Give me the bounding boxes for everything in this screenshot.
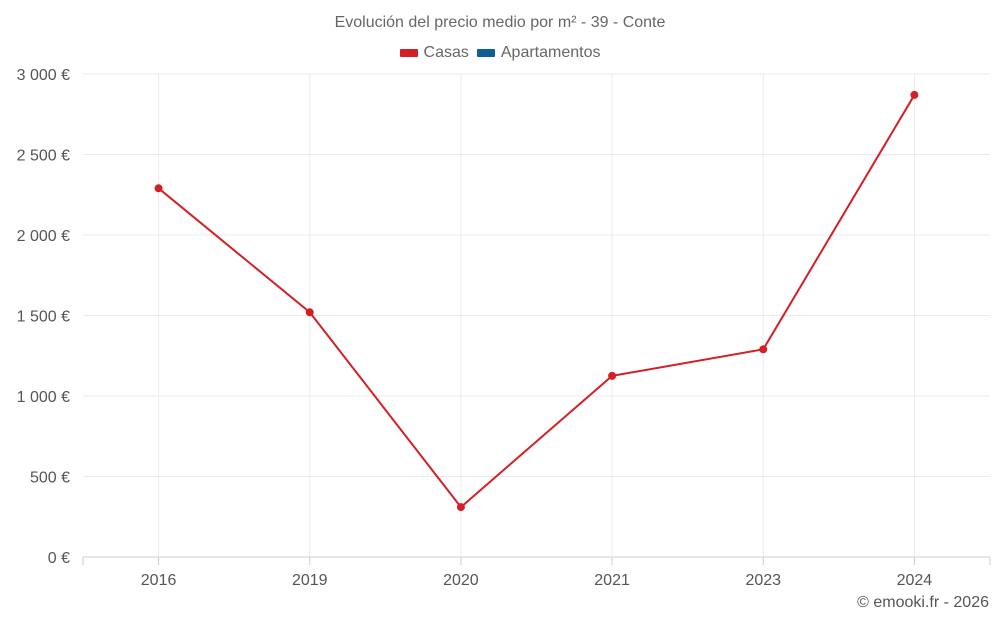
legend-label-casas: Casas bbox=[423, 44, 469, 61]
y-tick-label: 2 500 € bbox=[17, 148, 70, 165]
series-line-casas bbox=[157, 94, 916, 509]
y-tick-label: 3 000 € bbox=[17, 67, 70, 84]
data-point bbox=[759, 345, 768, 354]
legend-label-apartamentos: Apartamentos bbox=[500, 44, 601, 61]
x-tick-label: 2024 bbox=[897, 572, 933, 589]
data-point bbox=[305, 308, 314, 317]
y-tick-label: 1 500 € bbox=[17, 309, 70, 326]
x-tick-label: 2021 bbox=[594, 572, 630, 589]
data-point bbox=[608, 371, 617, 380]
y-tick-label: 1 000 € bbox=[17, 389, 70, 406]
data-point bbox=[910, 90, 919, 99]
data-point bbox=[456, 503, 465, 512]
credit-text: © emooki.fr - 2026 bbox=[857, 594, 989, 611]
data-point bbox=[154, 184, 163, 193]
x-tick-label: 2019 bbox=[292, 572, 328, 589]
y-tick-label: 500 € bbox=[30, 470, 70, 487]
x-tick-label: 2016 bbox=[141, 572, 177, 589]
legend-item-casas[interactable]: Casas bbox=[399, 44, 469, 62]
y-tick-label: 2 000 € bbox=[17, 228, 70, 245]
legend-swatch-apartamentos bbox=[476, 49, 495, 57]
x-tick-label: 2023 bbox=[745, 572, 781, 589]
y-tick-label: 0 € bbox=[48, 550, 70, 567]
legend-item-apartamentos[interactable]: Apartamentos bbox=[476, 44, 601, 62]
x-tick-label: 2020 bbox=[443, 572, 479, 589]
legend-swatch-casas bbox=[399, 49, 418, 57]
legend: Casas Apartamentos bbox=[0, 44, 1000, 62]
chart-title: Evolución del precio medio por m² - 39 -… bbox=[334, 14, 666, 31]
